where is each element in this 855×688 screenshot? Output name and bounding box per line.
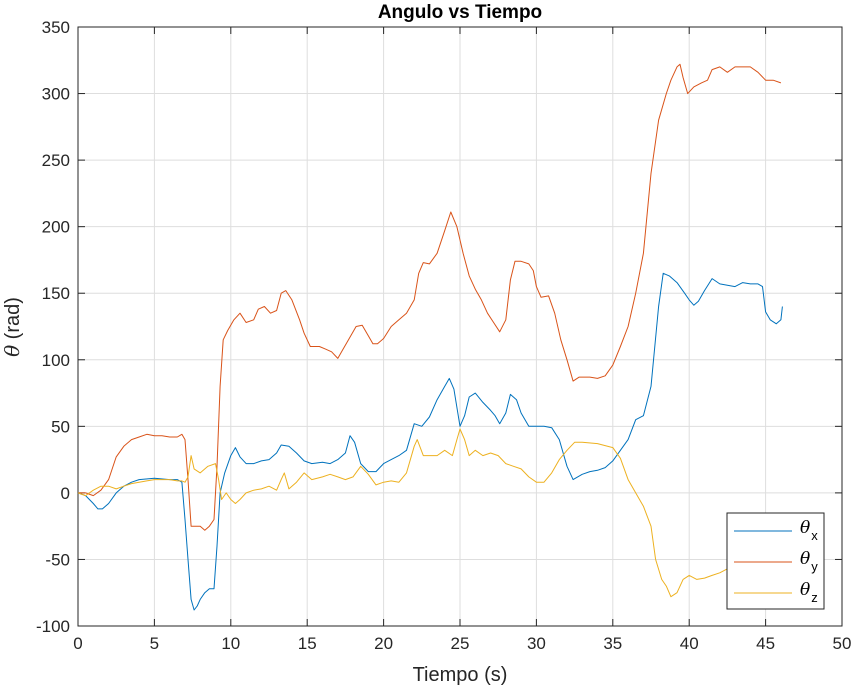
x-tick-label: 40 xyxy=(680,634,699,653)
x-axis-label: Tiempo (s) xyxy=(413,664,508,686)
y-tick-label: -50 xyxy=(45,550,70,569)
series-line-theta-y xyxy=(78,63,782,531)
x-tick-label: 25 xyxy=(451,634,470,653)
series-line-theta-x xyxy=(77,272,783,611)
x-tick-label: 10 xyxy=(221,634,240,653)
x-tick-label: 20 xyxy=(374,634,393,653)
series-layer xyxy=(77,63,783,611)
x-tick-label: 50 xyxy=(833,634,852,653)
x-tick-label: 45 xyxy=(756,634,775,653)
y-tick-label: 150 xyxy=(42,284,70,303)
y-tick-label: 100 xyxy=(42,351,70,370)
legend-label-theta-y: θy xyxy=(800,549,818,574)
legend-label-theta-z: θz xyxy=(800,580,818,605)
y-axis-label-symbol: θ xyxy=(0,345,24,357)
x-tick-label: 35 xyxy=(603,634,622,653)
axis-ticks: 0 5 10 15 20 25 30 35 40 45 50 -100 -50 0 50 100 150 200 2… xyxy=(36,18,851,653)
y-axis-label: θ (rad) xyxy=(0,297,24,357)
legend-symbol: θ xyxy=(800,580,810,600)
x-tick-label: 0 xyxy=(73,634,82,653)
y-tick-label: 300 xyxy=(42,85,70,104)
x-tick-label: 15 xyxy=(298,634,317,653)
legend-symbol: θ xyxy=(800,518,810,538)
legend-subscript: z xyxy=(811,590,818,605)
y-tick-label: 350 xyxy=(42,18,70,37)
x-tick-label: 30 xyxy=(527,634,546,653)
y-tick-label: 50 xyxy=(51,417,70,436)
legend-label-theta-x: θx xyxy=(800,518,818,543)
legend-symbol: θ xyxy=(800,549,810,569)
y-axis-label-unit: (rad) xyxy=(2,297,24,339)
y-tick-label: 250 xyxy=(42,151,70,170)
legend-subscript: x xyxy=(811,528,818,543)
x-tick-label: 5 xyxy=(150,634,159,653)
chart-title: Angulo vs Tiempo xyxy=(378,2,542,23)
y-tick-label: -100 xyxy=(36,617,70,636)
y-tick-label: 0 xyxy=(61,484,70,503)
legend-subscript: y xyxy=(811,559,818,574)
series-line-theta-z xyxy=(77,428,751,598)
y-tick-label: 200 xyxy=(42,218,70,237)
